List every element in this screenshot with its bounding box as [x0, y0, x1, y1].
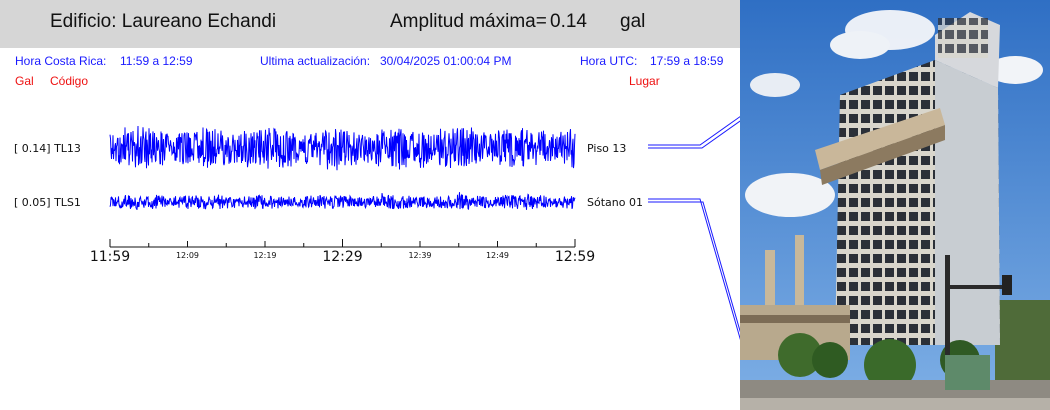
utc-time-value: 17:59 a 18:59	[650, 54, 724, 68]
time-label-minor: 12:19	[253, 251, 276, 260]
column-place: Lugar	[629, 74, 660, 88]
time-label-minor: 12:09	[176, 251, 199, 260]
channel-amplitude-tls1: [ 0.05] TLS1	[14, 196, 81, 209]
leader-lines	[648, 116, 740, 341]
seismogram-plot: 11:59 12:09 12:19 12:29 12:39 12:49 12:59	[90, 116, 740, 341]
waveform-trace-tls1	[109, 192, 576, 211]
cr-time-value: 11:59 a 12:59	[120, 54, 193, 68]
leader-line-piso13-b	[648, 120, 740, 149]
building-photo	[740, 0, 1050, 410]
amplitude-value: 0.14	[550, 11, 587, 32]
amplitude-unit: gal	[620, 11, 646, 32]
waveform-trace-tl13	[109, 125, 576, 171]
time-axis: 11:59 12:09 12:19 12:29 12:39 12:49 12:59	[90, 239, 595, 265]
time-label-major: 12:29	[322, 249, 362, 265]
time-label-minor: 12:49	[486, 251, 509, 260]
header-bar: Edificio: Laureano Echandi Amplitud máxi…	[0, 0, 740, 48]
time-label-major: 11:59	[90, 249, 130, 265]
time-label-major: 12:59	[555, 249, 595, 265]
channel-place-piso13: Piso 13	[587, 142, 627, 155]
update-value: 30/04/2025 01:00:04 PM	[380, 54, 512, 68]
cr-time-label: Hora Costa Rica:	[15, 54, 107, 68]
leader-line-sotano01-a	[648, 198, 740, 341]
time-label-minor: 12:39	[408, 251, 431, 260]
building-name: Edificio: Laureano Echandi	[50, 11, 277, 32]
update-label: Ultima actualización:	[260, 54, 371, 68]
channel-place-sotano01: Sótano 01	[587, 196, 643, 209]
leader-line-sotano01-b	[648, 201, 740, 333]
column-gal: Gal	[15, 74, 34, 88]
channel-amplitude-tl13: [ 0.14] TL13	[14, 142, 81, 155]
utc-time-label: Hora UTC:	[580, 54, 638, 68]
column-code: Código	[50, 74, 89, 88]
amplitude-label: Amplitud máxima=	[390, 11, 547, 32]
leader-line-piso13-a	[648, 116, 740, 146]
